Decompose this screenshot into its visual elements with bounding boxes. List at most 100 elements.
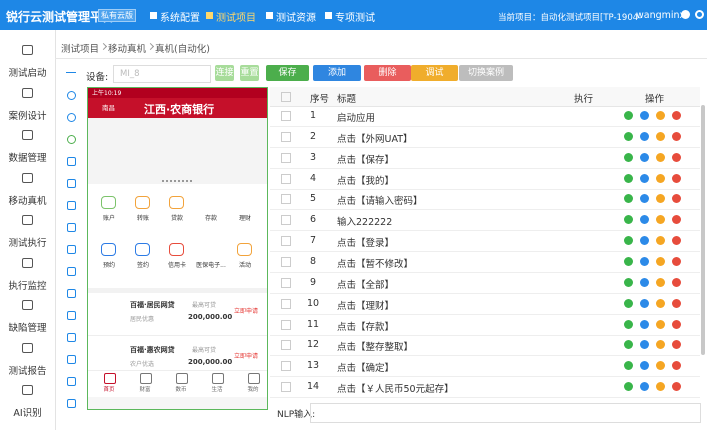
op-icon[interactable] bbox=[640, 319, 649, 329]
loan-apply[interactable]: 立即申请 bbox=[234, 308, 259, 315]
tab-label[interactable]: 数币 bbox=[175, 387, 187, 393]
op-icon[interactable] bbox=[640, 382, 649, 392]
op-icon[interactable] bbox=[672, 382, 681, 392]
tool-icon[interactable] bbox=[67, 91, 76, 100]
op-icon[interactable] bbox=[624, 173, 633, 183]
tab-label[interactable]: 首页 bbox=[103, 387, 115, 393]
op-icon[interactable] bbox=[656, 256, 665, 266]
row-title[interactable]: 输入222222 bbox=[337, 217, 393, 229]
row-title[interactable]: 点击【请输入密码】 bbox=[337, 196, 423, 208]
checkbox[interactable] bbox=[281, 382, 291, 393]
row-title[interactable]: 点击【理财】 bbox=[337, 300, 395, 312]
nav-item[interactable]: 测试资源 bbox=[276, 13, 316, 24]
checkbox[interactable] bbox=[281, 215, 291, 226]
checkbox[interactable] bbox=[281, 111, 291, 121]
op-icon[interactable] bbox=[656, 152, 665, 162]
sidebar-item[interactable]: 测试启动 bbox=[8, 68, 47, 79]
op-icon[interactable] bbox=[672, 152, 681, 162]
tab-icon[interactable] bbox=[140, 373, 152, 384]
tab-icon[interactable] bbox=[104, 373, 116, 384]
sidebar-item[interactable]: AI识别 bbox=[13, 408, 42, 419]
op-icon[interactable] bbox=[656, 215, 665, 225]
op-icon[interactable] bbox=[640, 215, 649, 225]
op-icon[interactable] bbox=[640, 152, 649, 162]
tab-icon[interactable] bbox=[176, 373, 188, 384]
op-icon[interactable] bbox=[656, 173, 665, 183]
op-icon[interactable] bbox=[640, 361, 649, 371]
tool-icon[interactable] bbox=[67, 377, 76, 386]
checkbox[interactable] bbox=[281, 340, 291, 351]
nav-item[interactable]: 测试项目 bbox=[216, 13, 256, 24]
breadcrumb-item[interactable]: 测试项目 bbox=[61, 44, 100, 55]
op-icon[interactable] bbox=[640, 111, 649, 120]
op-icon[interactable] bbox=[640, 340, 649, 350]
op-icon[interactable] bbox=[624, 215, 633, 225]
op-icon[interactable] bbox=[624, 319, 633, 329]
row-title[interactable]: 点击【我的】 bbox=[337, 175, 395, 187]
op-icon[interactable] bbox=[624, 111, 633, 120]
toolbar-button[interactable]: 切换案例 bbox=[459, 65, 513, 81]
sidebar-item[interactable]: 执行监控 bbox=[8, 280, 47, 292]
tool-icon[interactable] bbox=[67, 289, 76, 298]
row-title[interactable]: 点击【登录】 bbox=[337, 238, 395, 250]
op-icon[interactable] bbox=[624, 340, 633, 350]
row-title[interactable]: 点击【整存整取】 bbox=[337, 342, 414, 354]
checkbox[interactable] bbox=[281, 194, 291, 205]
sidebar-item[interactable]: 数据管理 bbox=[8, 153, 47, 164]
tool-icon[interactable] bbox=[67, 113, 76, 122]
op-icon[interactable] bbox=[656, 111, 665, 120]
op-icon[interactable] bbox=[624, 382, 633, 392]
op-icon[interactable] bbox=[656, 194, 665, 204]
op-icon[interactable] bbox=[672, 111, 681, 120]
checkbox[interactable] bbox=[281, 92, 291, 102]
menu-icon[interactable] bbox=[169, 196, 184, 209]
breadcrumb-item[interactable]: 移动真机 bbox=[108, 44, 147, 55]
tool-icon[interactable] bbox=[67, 245, 76, 254]
op-icon[interactable] bbox=[656, 361, 665, 371]
op-icon[interactable] bbox=[672, 131, 681, 141]
menu-icon[interactable] bbox=[237, 196, 252, 209]
tool-icon[interactable] bbox=[67, 311, 76, 320]
op-icon[interactable] bbox=[640, 131, 649, 141]
op-icon[interactable] bbox=[672, 194, 681, 204]
menu-label[interactable]: 签约 bbox=[136, 262, 149, 269]
op-icon[interactable] bbox=[672, 319, 681, 329]
sidebar-item[interactable]: 缺陷管理 bbox=[8, 323, 47, 334]
nav-item[interactable]: 专项测试 bbox=[335, 13, 375, 24]
op-icon[interactable] bbox=[624, 236, 633, 246]
op-icon[interactable] bbox=[656, 236, 665, 246]
row-title[interactable]: 点击【￥人民币50元起存】 bbox=[337, 384, 454, 396]
tool-icon[interactable] bbox=[67, 135, 76, 144]
checkbox[interactable] bbox=[281, 152, 291, 163]
tool-icon[interactable] bbox=[67, 355, 76, 364]
sidebar-item[interactable]: 测试报告 bbox=[8, 365, 47, 377]
menu-icon[interactable] bbox=[169, 243, 184, 256]
sidebar-item[interactable]: 移动真机 bbox=[8, 195, 47, 207]
op-icon[interactable] bbox=[672, 236, 681, 246]
op-icon[interactable] bbox=[672, 277, 681, 287]
op-icon[interactable] bbox=[624, 256, 633, 266]
op-icon[interactable] bbox=[656, 277, 665, 287]
toolbar-button[interactable]: 保存 bbox=[266, 65, 309, 81]
row-title[interactable]: 点击【存款】 bbox=[337, 321, 395, 333]
menu-label[interactable]: 预约 bbox=[102, 262, 115, 269]
row-title[interactable]: 点击【全部】 bbox=[337, 279, 395, 291]
nav-item[interactable]: 系统配置 bbox=[160, 13, 200, 24]
op-icon[interactable] bbox=[624, 194, 633, 204]
op-icon[interactable] bbox=[640, 256, 649, 266]
checkbox[interactable] bbox=[281, 256, 291, 267]
tool-icon[interactable] bbox=[67, 157, 76, 166]
tab-icon[interactable] bbox=[248, 373, 260, 384]
tab-icon[interactable] bbox=[212, 373, 224, 384]
checkbox[interactable] bbox=[281, 236, 291, 247]
toolbar-button[interactable]: 连接 bbox=[215, 65, 234, 81]
tool-icon[interactable] bbox=[67, 333, 76, 342]
menu-label[interactable]: 贷款 bbox=[170, 215, 183, 222]
op-icon[interactable] bbox=[656, 131, 665, 141]
op-icon[interactable] bbox=[656, 319, 665, 329]
op-icon[interactable] bbox=[624, 152, 633, 162]
menu-label[interactable]: 存款 bbox=[204, 215, 217, 222]
op-icon[interactable] bbox=[672, 298, 681, 308]
tool-icon[interactable] bbox=[67, 267, 76, 276]
op-icon[interactable] bbox=[640, 298, 649, 308]
